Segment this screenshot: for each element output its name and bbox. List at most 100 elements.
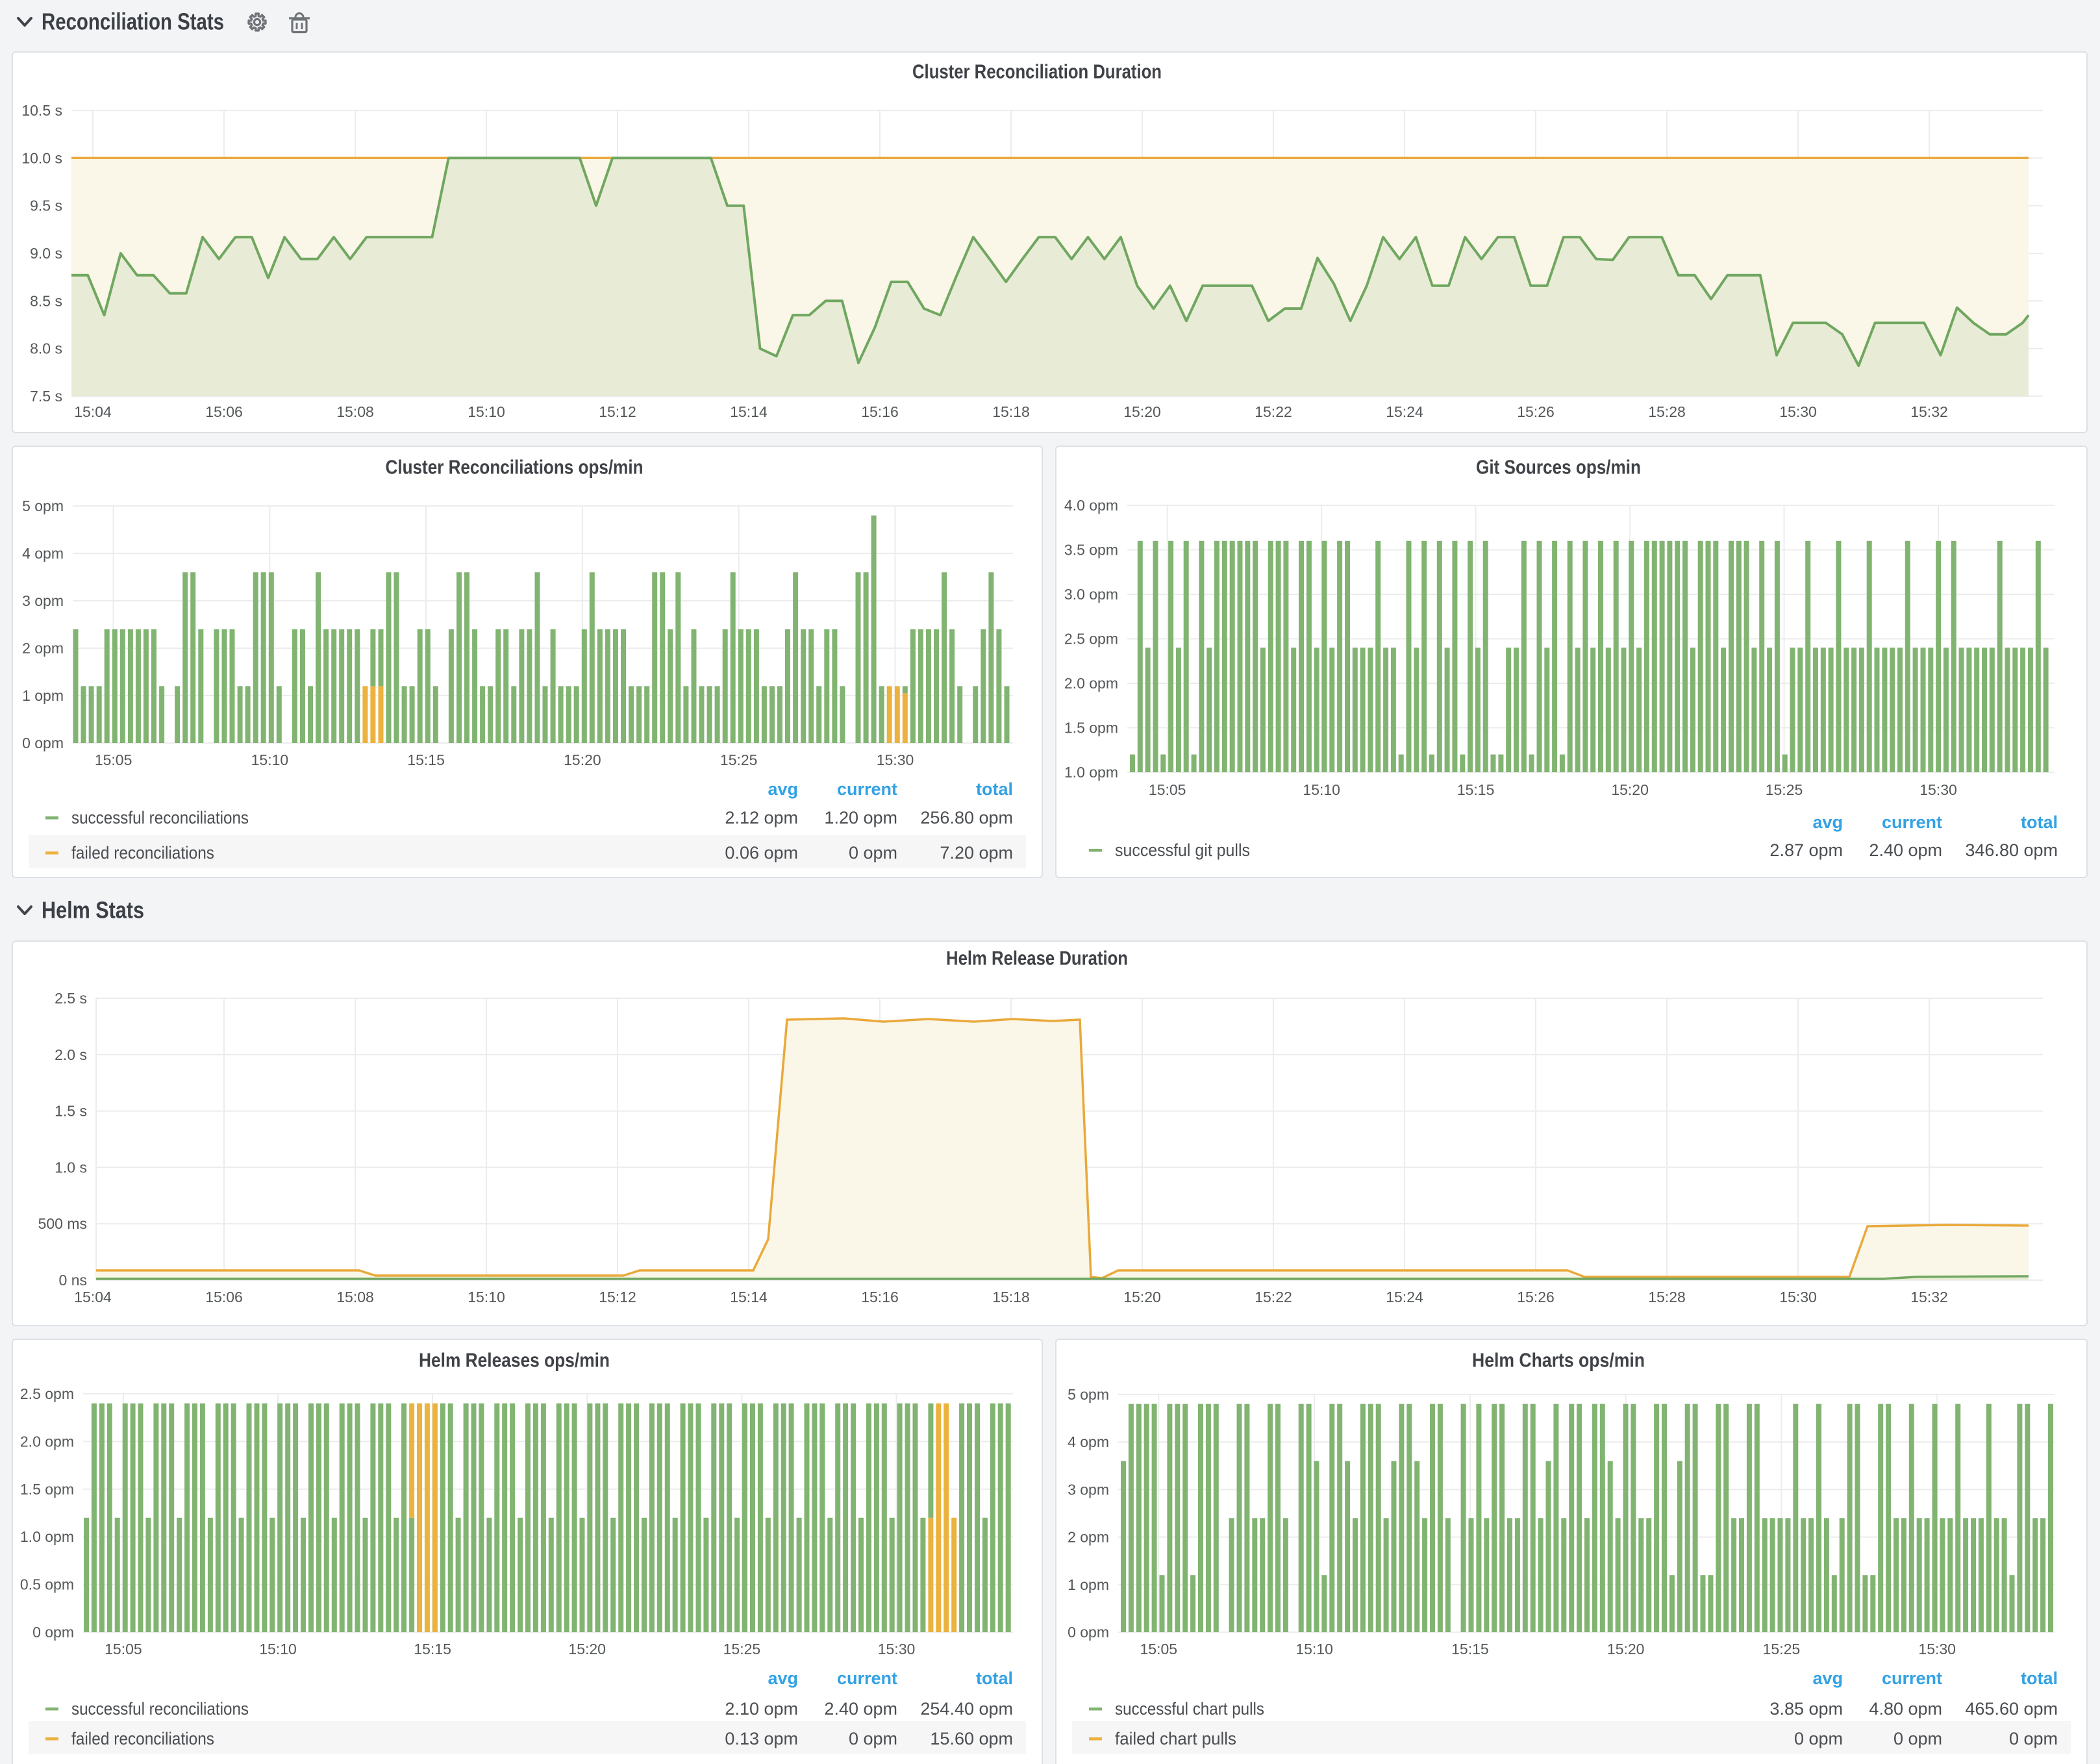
svg-text:15:05: 15:05 — [1149, 781, 1186, 798]
svg-text:failed chart pulls: failed chart pulls — [1115, 1729, 1236, 1748]
svg-text:15:30: 15:30 — [1919, 781, 1957, 798]
svg-text:15:28: 15:28 — [1648, 403, 1686, 420]
svg-text:Reconciliation Stats: Reconciliation Stats — [42, 8, 224, 35]
svg-text:7.5 s: 7.5 s — [30, 388, 62, 405]
svg-text:15:25: 15:25 — [723, 1641, 761, 1657]
svg-text:15:06: 15:06 — [205, 1289, 243, 1305]
svg-text:15:30: 15:30 — [1779, 403, 1817, 420]
svg-text:15:20: 15:20 — [1123, 1289, 1161, 1305]
svg-text:15:30: 15:30 — [1779, 1289, 1817, 1305]
svg-text:1 opm: 1 opm — [1068, 1576, 1109, 1593]
svg-text:15:16: 15:16 — [861, 403, 899, 420]
svg-text:15:05: 15:05 — [95, 751, 132, 768]
svg-text:total: total — [2021, 813, 2058, 832]
svg-text:3 opm: 3 opm — [22, 592, 64, 609]
svg-text:15:05: 15:05 — [1140, 1641, 1178, 1657]
svg-text:avg: avg — [1812, 813, 1843, 832]
svg-text:15:10: 15:10 — [1295, 1641, 1333, 1657]
svg-text:15:12: 15:12 — [599, 403, 636, 420]
svg-text:15:26: 15:26 — [1517, 1289, 1555, 1305]
svg-text:15:15: 15:15 — [407, 751, 445, 768]
svg-text:2 opm: 2 opm — [22, 640, 64, 657]
svg-text:3.5 opm: 3.5 opm — [1064, 542, 1118, 559]
svg-text:15:25: 15:25 — [1763, 1641, 1801, 1657]
svg-text:465.60 opm: 465.60 opm — [1965, 1699, 2058, 1719]
svg-text:4.80 opm: 4.80 opm — [1869, 1699, 1942, 1719]
svg-text:15:32: 15:32 — [1910, 1289, 1948, 1305]
svg-text:current: current — [1882, 813, 1942, 832]
svg-text:15:18: 15:18 — [992, 1289, 1030, 1305]
svg-text:0 opm: 0 opm — [849, 843, 897, 863]
svg-text:1 opm: 1 opm — [22, 687, 64, 704]
svg-text:15:14: 15:14 — [730, 403, 768, 420]
svg-text:15:20: 15:20 — [1123, 403, 1161, 420]
svg-text:3.0 opm: 3.0 opm — [1064, 586, 1118, 603]
svg-text:0 opm: 0 opm — [1068, 1624, 1109, 1641]
svg-text:current: current — [837, 779, 897, 799]
svg-text:15:14: 15:14 — [730, 1289, 768, 1305]
svg-text:15:20: 15:20 — [564, 751, 601, 768]
svg-text:256.80 opm: 256.80 opm — [920, 808, 1013, 827]
svg-text:0 opm: 0 opm — [32, 1624, 74, 1641]
svg-text:15:05: 15:05 — [105, 1641, 142, 1657]
svg-text:0.13 opm: 0.13 opm — [725, 1729, 798, 1748]
svg-text:2.10 opm: 2.10 opm — [725, 1699, 798, 1719]
svg-text:15:15: 15:15 — [1451, 1641, 1489, 1657]
svg-text:0 ns: 0 ns — [59, 1272, 87, 1289]
svg-text:9.5 s: 9.5 s — [30, 197, 62, 214]
svg-text:Helm Stats: Helm Stats — [42, 897, 144, 924]
svg-text:15:04: 15:04 — [74, 1289, 112, 1305]
svg-text:2 opm: 2 opm — [1068, 1529, 1109, 1546]
svg-text:15:08: 15:08 — [336, 1289, 374, 1305]
svg-text:1.5 opm: 1.5 opm — [1064, 720, 1118, 737]
svg-text:Cluster Reconciliations ops/mi: Cluster Reconciliations ops/min — [386, 456, 644, 479]
svg-text:3 opm: 3 opm — [1068, 1481, 1109, 1498]
svg-text:7.20 opm: 7.20 opm — [940, 843, 1013, 863]
svg-text:15:10: 15:10 — [468, 1289, 505, 1305]
svg-text:15:25: 15:25 — [720, 751, 758, 768]
svg-text:15:22: 15:22 — [1255, 1289, 1292, 1305]
svg-text:failed reconciliations: failed reconciliations — [71, 843, 214, 863]
svg-text:15:04: 15:04 — [74, 403, 112, 420]
svg-text:8.0 s: 8.0 s — [30, 340, 62, 357]
svg-text:15:24: 15:24 — [1386, 403, 1423, 420]
svg-text:15:24: 15:24 — [1386, 1289, 1423, 1305]
svg-text:5 opm: 5 opm — [22, 498, 64, 514]
svg-text:15:22: 15:22 — [1255, 403, 1292, 420]
svg-text:15:10: 15:10 — [251, 751, 289, 768]
svg-text:1.20 opm: 1.20 opm — [824, 808, 897, 827]
svg-text:15:10: 15:10 — [1303, 781, 1340, 798]
svg-text:1.0 s: 1.0 s — [55, 1159, 87, 1176]
svg-text:15:26: 15:26 — [1517, 403, 1555, 420]
svg-text:15:28: 15:28 — [1648, 1289, 1686, 1305]
svg-text:avg: avg — [768, 1669, 798, 1688]
svg-text:Cluster Reconciliation Duratio: Cluster Reconciliation Duration — [912, 60, 1162, 83]
svg-text:2.0 opm: 2.0 opm — [20, 1433, 74, 1450]
svg-text:successful git pulls: successful git pulls — [1115, 840, 1250, 860]
svg-text:2.5 opm: 2.5 opm — [1064, 631, 1118, 648]
svg-text:1.5 s: 1.5 s — [55, 1103, 87, 1120]
svg-text:2.12 opm: 2.12 opm — [725, 808, 798, 827]
svg-text:0 opm: 0 opm — [849, 1729, 897, 1748]
svg-text:4 opm: 4 opm — [22, 545, 64, 562]
svg-text:0 opm: 0 opm — [1794, 1729, 1843, 1748]
svg-text:10.5 s: 10.5 s — [21, 102, 62, 119]
svg-text:15:12: 15:12 — [599, 1289, 636, 1305]
svg-text:15:30: 15:30 — [1918, 1641, 1956, 1657]
svg-text:15:32: 15:32 — [1910, 403, 1948, 420]
svg-text:1.0 opm: 1.0 opm — [1064, 764, 1118, 781]
svg-text:15:20: 15:20 — [1607, 1641, 1645, 1657]
svg-text:total: total — [976, 1669, 1013, 1688]
svg-text:254.40 opm: 254.40 opm — [920, 1699, 1013, 1719]
svg-text:2.5 s: 2.5 s — [55, 990, 87, 1007]
svg-text:2.40 opm: 2.40 opm — [824, 1699, 897, 1719]
svg-text:2.40 opm: 2.40 opm — [1869, 840, 1942, 860]
svg-text:total: total — [976, 779, 1013, 799]
svg-text:15:16: 15:16 — [861, 1289, 899, 1305]
svg-text:5 opm: 5 opm — [1068, 1386, 1109, 1403]
svg-text:15:20: 15:20 — [568, 1641, 606, 1657]
svg-text:2.0 opm: 2.0 opm — [1064, 675, 1118, 692]
svg-text:Helm Release Duration: Helm Release Duration — [946, 947, 1128, 970]
svg-text:15:06: 15:06 — [205, 403, 243, 420]
svg-text:10.0 s: 10.0 s — [21, 149, 62, 166]
